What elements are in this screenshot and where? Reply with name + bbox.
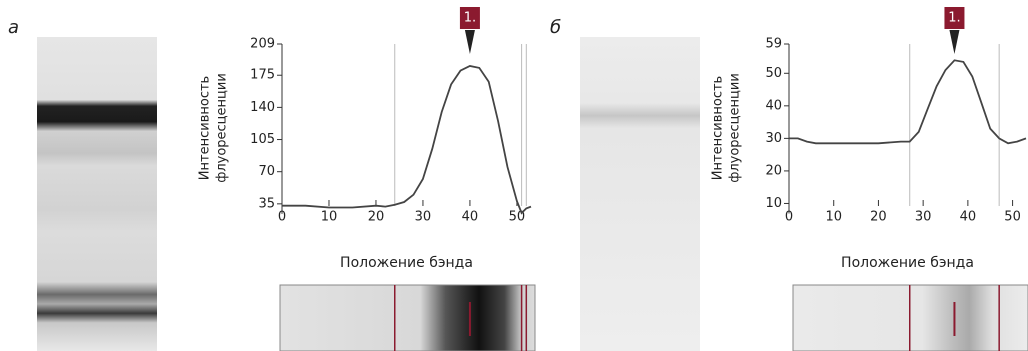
x-tick-label: 10 <box>321 210 338 225</box>
gel-lane <box>580 37 700 351</box>
y-axis-label: флуоресценции <box>728 73 743 183</box>
intensity-line <box>789 60 1026 143</box>
x-tick-label: 30 <box>415 210 432 225</box>
x-tick-label: 30 <box>915 210 932 225</box>
y-axis-label: Интенсивность <box>711 76 726 180</box>
y-tick-label: 30 <box>765 131 782 146</box>
y-axis-label: Интенсивность <box>198 76 213 180</box>
x-tick-label: 20 <box>870 210 887 225</box>
x-tick-label: 20 <box>368 210 385 225</box>
panel-letter: б <box>550 17 561 38</box>
y-tick-label: 50 <box>765 66 782 81</box>
annotation-label: 1. <box>948 11 960 26</box>
gel-strip <box>280 285 535 351</box>
x-tick-label: 40 <box>462 210 479 225</box>
y-tick-label: 40 <box>765 98 782 113</box>
y-tick-label: 209 <box>250 37 275 52</box>
y-axis-label: флуоресценции <box>215 73 230 183</box>
y-tick-label: 59 <box>765 37 782 52</box>
y-tick-label: 175 <box>250 68 275 83</box>
y-tick-label: 35 <box>258 196 275 211</box>
x-axis-label: Положение бэнда <box>841 255 974 271</box>
gel-strip <box>793 285 1028 351</box>
intensity-line <box>282 66 531 213</box>
y-tick-label: 20 <box>765 163 782 178</box>
gel-lane <box>37 37 157 351</box>
y-tick-label: 70 <box>258 164 275 179</box>
annotation-label: 1. <box>464 11 476 26</box>
y-tick-label: 105 <box>250 132 275 147</box>
x-tick-label: 50 <box>1004 210 1021 225</box>
x-axis-label: Положение бэнда <box>340 255 473 271</box>
x-tick-label: 0 <box>278 210 286 225</box>
y-tick-label: 140 <box>250 100 275 115</box>
x-tick-label: 0 <box>785 210 793 225</box>
x-tick-label: 40 <box>960 210 977 225</box>
panel-letter: а <box>8 17 19 38</box>
annotation-arrow <box>465 30 475 54</box>
figure: аИнтенсивностьфлуоресценцииПоложение бэн… <box>0 0 1028 351</box>
x-tick-label: 10 <box>825 210 842 225</box>
annotation-arrow <box>949 30 959 54</box>
y-tick-label: 10 <box>765 196 782 211</box>
